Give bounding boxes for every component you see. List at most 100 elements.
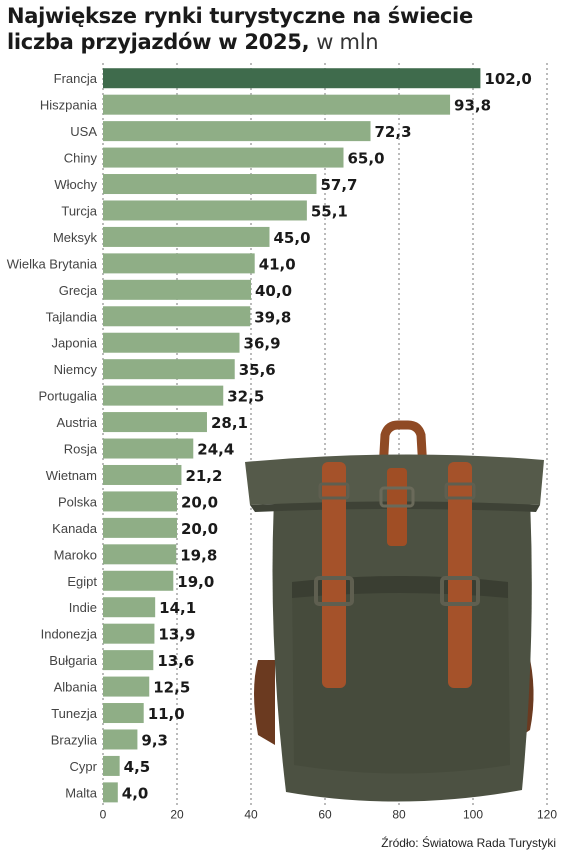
value-label: 19,0 [177, 573, 214, 591]
bar [103, 755, 120, 776]
category-label: Włochy [54, 177, 97, 192]
value-label: 45,0 [274, 229, 311, 247]
bar [103, 491, 177, 512]
bar [103, 200, 307, 221]
value-label: 32,5 [227, 388, 264, 406]
category-label: Hiszpania [40, 98, 98, 113]
bar [103, 385, 224, 406]
bar [103, 68, 481, 89]
category-label: Turcja [61, 203, 97, 218]
value-label: 13,6 [157, 652, 194, 670]
value-label: 41,0 [259, 255, 296, 273]
category-label: Tajlandia [46, 309, 98, 324]
bar [103, 359, 235, 380]
bar [103, 623, 155, 644]
x-tick-label: 80 [392, 808, 406, 822]
value-label: 21,2 [185, 467, 222, 485]
value-label: 14,1 [159, 599, 196, 617]
bar [103, 597, 156, 618]
backpack-illustration [245, 420, 544, 802]
value-label: 28,1 [211, 414, 248, 432]
category-label: Portugalia [38, 389, 97, 404]
chart-title: Największe rynki turystyczne na świecie … [7, 3, 473, 55]
category-label: Indie [69, 600, 97, 615]
category-label: Wietnam [46, 468, 97, 483]
bar [103, 676, 150, 697]
value-label: 65,0 [348, 150, 385, 168]
bar [103, 174, 317, 195]
bar [103, 703, 144, 724]
bar [103, 729, 138, 750]
bar [103, 121, 371, 142]
value-label: 40,0 [255, 282, 292, 300]
value-label: 20,0 [181, 493, 218, 511]
value-label: 36,9 [244, 335, 281, 353]
category-label: Egipt [67, 574, 97, 589]
value-label: 9,3 [141, 731, 168, 749]
bar [103, 570, 174, 591]
bar [103, 412, 207, 433]
title-line-2: liczba przyjazdów w 2025, w mln [7, 29, 473, 55]
value-label: 13,9 [158, 626, 195, 644]
bar [103, 438, 194, 459]
category-label: USA [70, 124, 97, 139]
value-label: 20,0 [181, 520, 218, 538]
bars [103, 68, 481, 803]
category-label: Niemcy [54, 362, 98, 377]
bar [103, 650, 154, 671]
category-label: Austria [57, 415, 98, 430]
bar [103, 782, 118, 803]
title-line-1: Największe rynki turystyczne na świecie [7, 4, 473, 28]
category-label: Kanada [52, 521, 98, 536]
category-label: Chiny [64, 151, 98, 166]
category-label: Polska [58, 494, 98, 509]
x-tick-labels: 0 20 40 60 80 100 120 [100, 808, 558, 822]
category-label: Rosja [64, 442, 98, 457]
title-line-2-main: liczba przyjazdów w 2025, [7, 30, 310, 54]
category-label: Wielka Brytania [7, 256, 98, 271]
x-tick-label: 40 [244, 808, 258, 822]
category-labels: Francja Hiszpania USA Chiny Włochy Turcja Meks… [7, 71, 98, 800]
category-label: Indonezja [41, 627, 98, 642]
bar [103, 226, 270, 247]
x-tick-label: 60 [318, 808, 332, 822]
value-label: 72,3 [375, 123, 412, 141]
category-label: Brazylia [51, 732, 98, 747]
bar [103, 544, 177, 565]
value-label: 57,7 [320, 176, 357, 194]
category-label: Bułgaria [49, 653, 97, 668]
category-label: Malta [65, 785, 98, 800]
value-label: 102,0 [484, 70, 531, 88]
title-unit: w mln [316, 30, 379, 54]
value-label: 4,0 [122, 784, 149, 802]
bar [103, 147, 344, 168]
category-label: Maroko [54, 547, 97, 562]
x-tick-label: 0 [100, 808, 107, 822]
value-label: 11,0 [148, 705, 185, 723]
value-label: 12,5 [153, 679, 190, 697]
bar [103, 253, 255, 274]
x-tick-label: 100 [463, 808, 483, 822]
category-label: Cypr [70, 759, 98, 774]
value-label: 24,4 [197, 441, 234, 459]
bar [103, 279, 251, 300]
value-labels: 102,0 93,8 72,3 65,0 57,7 55,145,0 41,0 40,0 39,… [122, 70, 532, 802]
bar [103, 517, 177, 538]
value-label: 93,8 [454, 97, 491, 115]
category-label: Albania [54, 680, 98, 695]
category-label: Francja [54, 71, 98, 86]
source-note: Źródło: Światowa Rada Turystyki [381, 836, 556, 850]
x-tick-label: 120 [537, 808, 557, 822]
category-label: Japonia [51, 336, 97, 351]
value-label: 55,1 [311, 202, 348, 220]
bar [103, 94, 451, 115]
value-label: 39,8 [254, 308, 291, 326]
category-label: Grecja [59, 283, 98, 298]
bar [103, 332, 240, 353]
bar [103, 464, 182, 485]
value-label: 4,5 [124, 758, 151, 776]
x-tick-label: 20 [170, 808, 184, 822]
category-label: Meksyk [53, 230, 98, 245]
bar [103, 306, 251, 327]
